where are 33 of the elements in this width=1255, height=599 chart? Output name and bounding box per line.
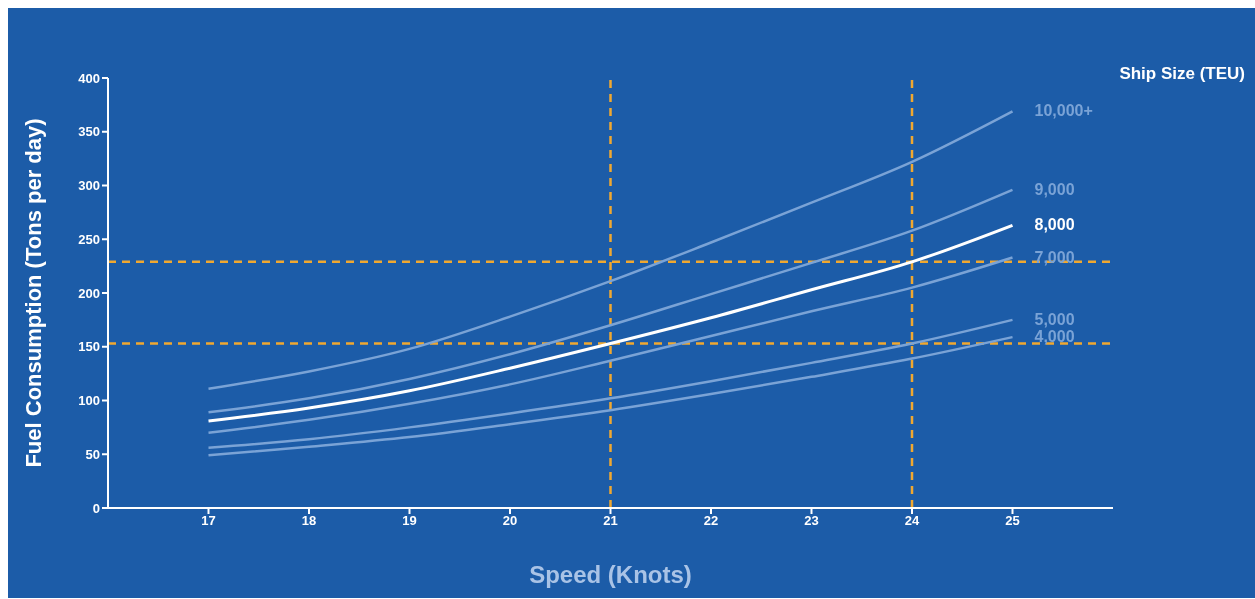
x-tick-label: 23 xyxy=(804,513,819,529)
y-tick-label: 50 xyxy=(85,446,100,462)
series-label: 5,000 xyxy=(1034,310,1075,328)
line-series xyxy=(207,223,1014,423)
x-tick-label: 24 xyxy=(904,513,920,529)
x-tick-label: 17 xyxy=(201,513,216,529)
x-tick-label: 19 xyxy=(402,513,417,529)
line-series xyxy=(207,335,1014,457)
series-label: 9,000 xyxy=(1034,180,1075,198)
y-tick-label: 150 xyxy=(78,339,100,355)
y-tick-label: 400 xyxy=(78,70,100,86)
y-axis-title: Fuel Consumption (Tons per day) xyxy=(20,118,46,468)
series-label: 8,000 xyxy=(1034,216,1075,234)
y-tick-label: 300 xyxy=(78,178,100,194)
y-tick-label: 0 xyxy=(92,500,100,516)
x-tick-label: 25 xyxy=(1005,513,1020,529)
line-series xyxy=(207,110,1014,390)
series-label: 10,000+ xyxy=(1034,102,1093,120)
series-label: 7,000 xyxy=(1034,248,1075,266)
x-tick-label: 22 xyxy=(703,513,719,529)
y-tick-label: 250 xyxy=(78,231,100,247)
x-tick-label: 20 xyxy=(502,513,518,529)
legend-title: Ship Size (TEU) xyxy=(1119,64,1245,84)
y-tick-label: 100 xyxy=(78,393,100,409)
line-series xyxy=(207,188,1014,414)
line-series xyxy=(207,256,1014,434)
x-tick-label: 18 xyxy=(301,513,317,529)
y-tick-label: 200 xyxy=(78,285,100,301)
x-axis-title: Speed (Knots) xyxy=(529,561,692,588)
series-label: 4,000 xyxy=(1034,328,1075,346)
line-series xyxy=(207,318,1014,450)
y-tick-label: 350 xyxy=(78,124,100,140)
x-tick-label: 21 xyxy=(603,513,618,529)
